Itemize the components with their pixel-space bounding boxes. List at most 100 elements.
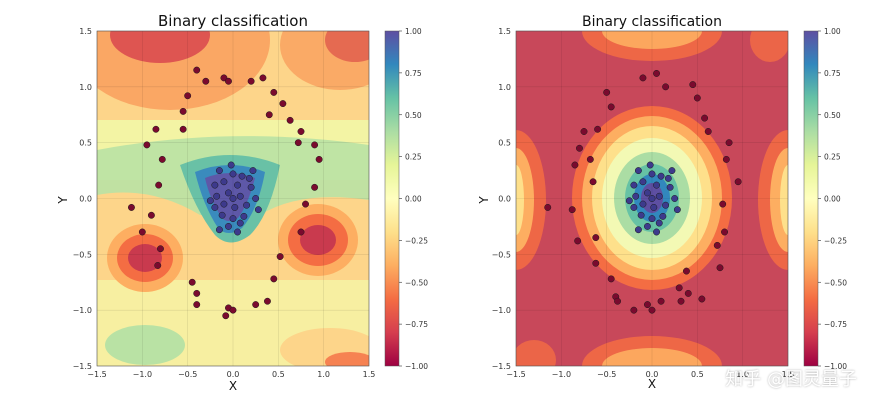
inner-cluster-point xyxy=(225,222,232,230)
y-tick-label: 1.5 xyxy=(79,27,92,36)
outer-ring-point xyxy=(607,275,615,283)
inner-cluster-point xyxy=(655,192,663,200)
outer-ring-point xyxy=(594,125,602,133)
inner-cluster-point xyxy=(213,192,221,200)
y-tick-label: −0.5 xyxy=(73,250,92,259)
inner-cluster-point xyxy=(671,195,679,202)
y-axis-label: Y xyxy=(56,196,70,205)
data-points xyxy=(128,66,323,320)
x-ticks: −1.5 −1.0 −0.5 0.0 0.5 1.0 1.5 xyxy=(506,370,794,379)
inner-cluster-point xyxy=(236,219,244,227)
y-tick-label: −1.0 xyxy=(73,306,92,315)
outer-ring-point xyxy=(704,128,712,135)
y-ticks: −1.5 −1.0 −0.5 0.0 0.5 1.0 1.5 xyxy=(73,27,92,371)
x-axis-label: X xyxy=(648,377,656,391)
outer-ring-point xyxy=(154,262,162,269)
outer-ring-point xyxy=(193,66,201,74)
outer-ring-point xyxy=(657,297,665,305)
y-tick-label: 0.0 xyxy=(79,195,92,204)
outer-ring-point xyxy=(138,228,146,236)
inner-cluster-point xyxy=(231,203,239,211)
colorbar-tick-label: −0.50 xyxy=(824,278,847,287)
colorbar-tick-label: 0.00 xyxy=(405,195,422,204)
inner-cluster-point xyxy=(668,167,676,175)
inner-cluster-point xyxy=(245,174,253,182)
x-tick-label: 0.0 xyxy=(227,370,240,379)
outer-ring-point xyxy=(725,139,733,147)
outer-ring-point xyxy=(644,301,651,309)
outer-ring-point xyxy=(252,301,260,309)
y-tick-label: −1.5 xyxy=(73,362,92,371)
outer-ring-point xyxy=(264,297,271,305)
inner-cluster-point xyxy=(664,174,672,182)
outer-ring-point xyxy=(576,144,583,152)
inner-cluster-point xyxy=(634,226,642,234)
outer-ring-point xyxy=(630,306,638,314)
inner-cluster-point xyxy=(648,215,656,223)
inner-cluster-point xyxy=(644,222,651,230)
outer-ring-point xyxy=(311,141,319,149)
outer-ring-point xyxy=(568,206,576,214)
x-ticks: −1.5 −1.0 −0.5 0.0 0.5 1.0 1.5 xyxy=(87,370,375,379)
y-axis-label: Y xyxy=(477,196,491,205)
outer-ring-point xyxy=(229,306,237,314)
inner-cluster-point xyxy=(648,170,656,178)
x-tick-label: 1.5 xyxy=(782,370,795,379)
outer-ring-point xyxy=(157,245,164,253)
inner-cluster-point xyxy=(632,192,640,200)
inner-cluster-point xyxy=(648,195,656,202)
outer-ring-point xyxy=(698,295,706,303)
colorbar xyxy=(803,30,819,367)
outer-ring-point xyxy=(222,312,230,320)
y-ticks: −1.5 −1.0 −0.5 0.0 0.5 1.0 1.5 xyxy=(492,27,511,371)
colorbar-tick-label: 0.00 xyxy=(824,195,841,204)
outer-ring-point xyxy=(571,161,579,169)
inner-cluster-point xyxy=(211,181,219,189)
colorbar-tick-label: 1.00 xyxy=(824,27,841,36)
x-tick-label: −1.0 xyxy=(133,370,152,379)
inner-cluster-point xyxy=(254,206,262,214)
inner-cluster-point xyxy=(650,203,658,211)
outer-ring-point xyxy=(143,141,151,149)
outer-ring-point xyxy=(259,74,267,82)
outer-ring-point xyxy=(311,183,319,191)
chart-title: Binary classification xyxy=(158,12,308,30)
inner-cluster-point xyxy=(252,195,260,202)
x-axis-label: X xyxy=(229,379,237,393)
outer-ring-point xyxy=(158,155,166,163)
outer-ring-point xyxy=(147,211,155,219)
x-tick-label: −1.5 xyxy=(506,370,525,379)
x-tick-label: −1.0 xyxy=(552,370,571,379)
outer-ring-point xyxy=(315,155,323,163)
outer-ring-point xyxy=(683,267,690,275)
x-tick-label: −1.5 xyxy=(87,370,106,379)
outer-ring-point xyxy=(684,289,692,297)
plot-frame xyxy=(96,30,370,367)
data-points xyxy=(544,69,742,314)
inner-cluster-point xyxy=(247,183,255,191)
outer-ring-point xyxy=(179,107,187,115)
outer-ring-point xyxy=(592,234,600,242)
inner-cluster-point xyxy=(673,206,681,214)
inner-cluster-point xyxy=(243,201,251,209)
chart-title: Binary classification xyxy=(582,14,722,30)
outer-ring-point xyxy=(193,289,201,297)
outer-ring-point xyxy=(247,77,255,85)
left-chart: −1.5 −1.0 −0.5 0.0 0.5 1.0 1.5 −1.5 −1.0 −0.5 0.0… xyxy=(56,12,428,393)
y-tick-label: −1.5 xyxy=(492,362,511,371)
colorbar-tick-label: 0.75 xyxy=(405,69,422,78)
outer-ring-point xyxy=(279,100,287,108)
inner-cluster-point xyxy=(225,189,232,197)
inner-cluster-point xyxy=(240,212,248,220)
right-chart: −1.5 −1.0 −0.5 0.0 0.5 1.0 1.5 −1.5 −1.0 −0.5 0.0… xyxy=(477,14,847,391)
outer-ring-point xyxy=(677,297,685,305)
inner-cluster-point xyxy=(639,200,647,208)
inner-cluster-point xyxy=(666,183,674,191)
y-tick-label: 1.5 xyxy=(498,27,511,36)
outer-ring-point xyxy=(302,200,309,208)
inner-cluster-point xyxy=(234,228,241,236)
colorbar-tick-label: −0.50 xyxy=(405,278,428,287)
x-tick-label: 0.5 xyxy=(272,370,285,379)
y-tick-label: 1.0 xyxy=(498,83,511,92)
outer-ring-point xyxy=(270,88,278,96)
